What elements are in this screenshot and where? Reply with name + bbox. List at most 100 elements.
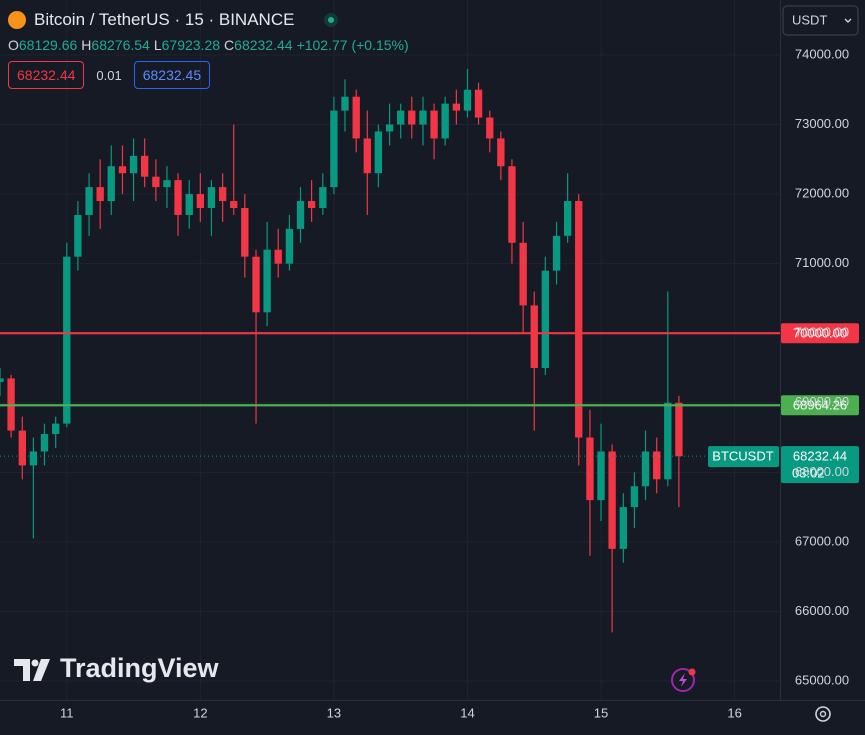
candle-body [474, 89, 483, 118]
candle-body [85, 187, 93, 215]
candle-body [207, 187, 216, 208]
ohlc-label: C [224, 37, 235, 53]
candle-body [40, 434, 49, 452]
candle-body [486, 117, 494, 139]
alerts-badge [688, 668, 696, 676]
legend-header: Bitcoin / TetherUS · 15 · BINANCE O 68129… [8, 7, 413, 89]
settings-icon-core[interactable] [819, 710, 827, 718]
candle-body [140, 155, 149, 177]
candle-body [319, 187, 327, 208]
candle-body [641, 451, 650, 487]
candle-body [163, 180, 171, 188]
candle-body [664, 402, 672, 480]
candle-body [29, 451, 38, 466]
candle-body [408, 110, 416, 125]
price-line-label: 70000.00 [793, 326, 847, 341]
y-tick-label: 69000.00 [795, 394, 849, 409]
candle-body [274, 249, 282, 264]
candle-body [430, 110, 438, 139]
candle-body [218, 187, 227, 202]
watermark: TradingView [60, 653, 220, 683]
ohlc-value: 67923.28 [161, 37, 221, 53]
y-tick-label: 73000.00 [795, 116, 849, 131]
x-tick-label: 12 [193, 705, 207, 720]
candle-body [341, 96, 349, 111]
candle-body [463, 89, 472, 111]
candle-body [285, 228, 294, 264]
y-tick-label: 67000.00 [795, 533, 849, 548]
settings-icon[interactable] [815, 706, 831, 722]
candle-body [63, 256, 71, 424]
spread: 0.01 [96, 67, 122, 83]
alerts-icon[interactable] [671, 668, 695, 692]
price-line-label-bg [781, 395, 859, 416]
candle-body [129, 155, 138, 174]
y-tick-label: 65000.00 [795, 672, 849, 687]
overlays: 70000.00 68964.26 BTCUSDT 68232.44 03:02 [0, 323, 859, 484]
candles [0, 68, 683, 633]
symbol-title[interactable]: Bitcoin / TetherUS · 15 · BINANCE [34, 10, 295, 29]
candle-body [196, 194, 205, 208]
logo-glyph [33, 659, 50, 681]
candle-body [363, 138, 371, 174]
candle-body [252, 256, 260, 313]
dropdown-chevron[interactable] [844, 18, 852, 23]
candle-body [52, 423, 60, 435]
last-price-label-bg [781, 446, 859, 484]
candle-body [118, 166, 127, 174]
candle-body [519, 242, 527, 306]
candle-body [597, 451, 605, 501]
logo-glyph [14, 659, 30, 681]
x-tick-label: 15 [594, 705, 608, 720]
candle-body [497, 138, 505, 167]
candle-body [575, 201, 583, 438]
candle-body [530, 305, 538, 368]
y-tick-label: 66000.00 [795, 603, 849, 618]
y-tick-label: 68000.00 [795, 464, 849, 479]
candle-body [619, 507, 628, 549]
orders-row: 68232.44 0.01 68232.45 [8, 61, 413, 89]
candle-body [508, 166, 516, 243]
candle-body [441, 103, 449, 139]
x-tick-label: 13 [327, 705, 341, 720]
candle-body [152, 176, 160, 188]
currency-button[interactable] [782, 5, 859, 36]
ohlc-value: 68276.54 [91, 37, 150, 53]
currency-label[interactable]: USDT [792, 12, 827, 27]
ohlc-label: H [81, 37, 92, 53]
candle-body [352, 96, 360, 139]
y-tick-label: 70000.00 [795, 325, 849, 340]
alerts-bolt[interactable] [679, 673, 687, 687]
price-line-label: 68964.26 [793, 398, 847, 413]
candle-body [374, 131, 383, 174]
candle-body [307, 201, 316, 208]
candle-body [630, 486, 639, 508]
candle-body [608, 451, 616, 549]
candle-body [675, 402, 683, 457]
sell-button[interactable]: 68232.44 [8, 61, 85, 89]
candle-body [452, 103, 461, 111]
last-price-label: 68232.44 [793, 449, 847, 464]
y-tick-label: 72000.00 [795, 186, 849, 201]
axes: 65000.00 66000.00 67000.00 68000.00 69000.00… [60, 46, 849, 720]
price-change: +102.77 (+0.15%) [296, 37, 409, 53]
candle-body [263, 249, 271, 313]
tradingview-logo: TradingView [14, 653, 220, 683]
candle-body [397, 110, 405, 125]
ohlc-row: O 68129.66 H 68276.54 L 67923.28 C 68232.44 +102… [8, 33, 413, 57]
candle-body [185, 194, 193, 215]
candle-body [174, 180, 182, 215]
y-tick-label: 74000.00 [795, 46, 849, 61]
market-status [324, 13, 339, 27]
symbol-tag: BTCUSDT [712, 449, 773, 464]
candle-body [563, 201, 572, 236]
candle-body [586, 437, 594, 501]
candle-body [385, 124, 394, 132]
ohlc-label: O [8, 37, 19, 53]
price-line-label-bg [781, 323, 859, 344]
x-tick-label: 16 [727, 705, 741, 720]
buy-button[interactable]: 68232.45 [133, 61, 211, 89]
